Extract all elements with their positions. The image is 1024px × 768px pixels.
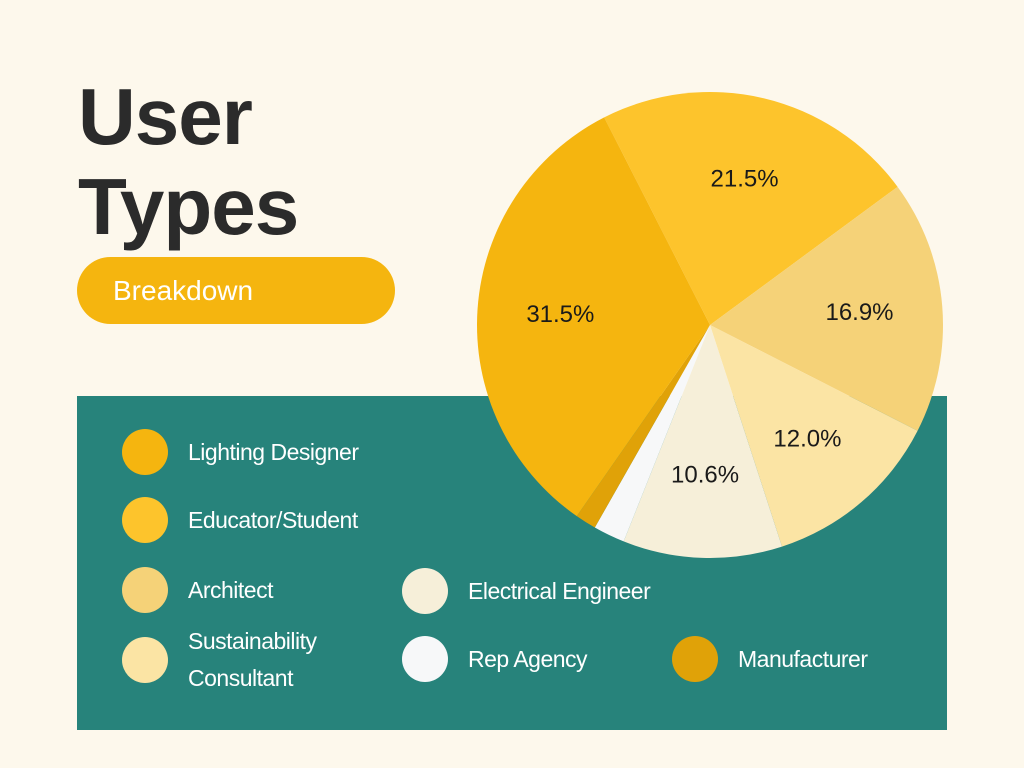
legend-label-educator-student: Educator/Student bbox=[188, 506, 358, 533]
legend-label-sustainability-consultant: Sustainability Consultant bbox=[188, 628, 317, 691]
breakdown-badge: Breakdown bbox=[77, 257, 395, 324]
legend-item-sustainability-consultant: Sustainability Consultant bbox=[122, 623, 358, 697]
legend-swatch-educator-student bbox=[122, 497, 168, 543]
legend-label-rep-agency: Rep Agency bbox=[468, 645, 588, 672]
pie-slice-educator-student bbox=[604, 92, 898, 325]
legend-item-electrical-engineer: Electrical Engineer bbox=[402, 568, 651, 614]
legend-swatch-sustainability-consultant bbox=[122, 637, 168, 683]
legend-item-manufacturer: Manufacturer bbox=[672, 636, 868, 682]
pie-slice-rep-agency bbox=[594, 325, 710, 542]
legend-item-educator-student: Educator/Student bbox=[122, 497, 358, 543]
legend-item-lighting-designer: Lighting Designer bbox=[122, 429, 359, 475]
legend-label-manufacturer: Manufacturer bbox=[738, 645, 868, 672]
legend-swatch-manufacturer bbox=[672, 636, 718, 682]
legend-label-electrical-engineer: Electrical Engineer bbox=[468, 577, 651, 604]
page-title: User Types bbox=[78, 72, 299, 252]
legend-item-rep-agency: Rep Agency bbox=[402, 636, 588, 682]
legend-swatch-architect bbox=[122, 567, 168, 613]
legend-item-architect: Architect bbox=[122, 567, 273, 613]
pie-slice-electrical-engineer bbox=[623, 325, 782, 559]
pie-slice-architect bbox=[710, 186, 943, 431]
pie-label-educator-student: 21.5% bbox=[711, 166, 779, 193]
legend-swatch-electrical-engineer bbox=[402, 568, 448, 614]
legend-swatch-rep-agency bbox=[402, 636, 448, 682]
legend-panel: Lighting Designer Educator/Student Archi… bbox=[77, 396, 947, 730]
title-line-2: Types bbox=[78, 162, 299, 251]
title-line-1: User bbox=[78, 72, 253, 161]
pie-label-sustainability-consultant: 12.0% bbox=[773, 426, 841, 453]
legend-label-architect: Architect bbox=[188, 576, 273, 603]
pie-label-electrical-engineer: 10.6% bbox=[671, 461, 739, 488]
pie-label-architect: 16.9% bbox=[825, 299, 893, 326]
pie-slice-sustainability-consultant bbox=[710, 325, 918, 547]
legend-swatch-lighting-designer bbox=[122, 429, 168, 475]
pie-slice-lighting-designer bbox=[477, 117, 710, 517]
pie-slice-manufacturer bbox=[576, 325, 710, 528]
pie-label-lighting-designer: 31.5% bbox=[526, 301, 594, 328]
legend-label-lighting-designer: Lighting Designer bbox=[188, 438, 359, 465]
